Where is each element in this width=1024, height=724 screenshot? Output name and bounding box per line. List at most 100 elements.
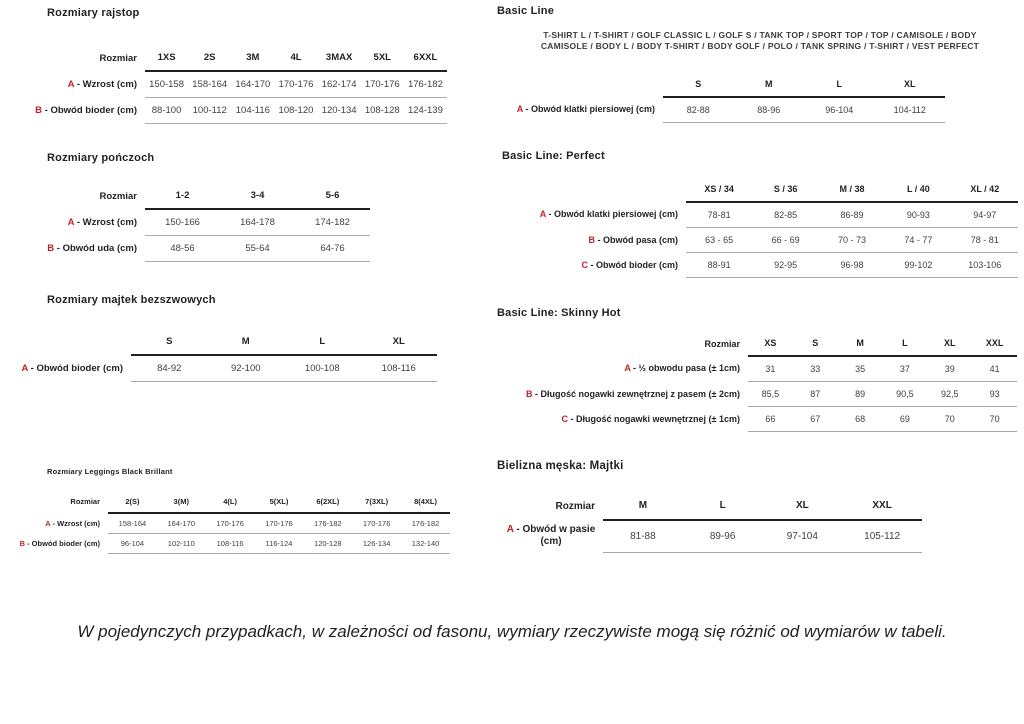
column-header: S / 36 [752,181,819,203]
size-value: 90,5 [882,381,928,407]
row-label: A - Obwód w pasie (cm) [506,524,596,548]
size-value: 39 [927,356,973,382]
table-corner-label [8,333,131,355]
size-value: 176-182 [403,71,447,98]
size-table: XS / 34 S / 36 M / 38 L / 40 XL / 42 A - Obwó… [518,181,1018,278]
size-value: 64-76 [295,235,370,262]
size-value: 164-178 [220,209,295,236]
row-label: A - Wzrost (cm) [67,78,137,90]
size-value: 105-112 [842,520,922,553]
row-letter: A [67,216,75,228]
column-header: S [131,333,208,356]
column-header: 1XS [145,49,189,72]
size-value: 55-64 [220,235,295,262]
column-header: M [733,76,804,98]
size-value: 120-134 [317,97,361,124]
column-header: XS [748,335,793,357]
size-table: Rozmiar M L XL XXL A - Obwód w pasie (cm) 81-8… [505,496,922,553]
size-value: 88-96 [733,97,804,123]
row-label: B - Obwód bioder (cm) [35,104,137,116]
size-value: 170-176 [360,71,404,98]
size-table: S M L XL A - Obwód bioder (cm) 84-92 92-100 100… [8,333,437,382]
row-letter: A [506,524,514,536]
size-value: 89-96 [682,520,763,553]
size-value: 92-100 [207,355,284,382]
size-value: 108-120 [274,97,318,124]
products-line-1: T-SHIRT L / T-SHIRT / GOLF CLASSIC L / G… [543,30,977,40]
heading-perfect: Basic Line: Perfect [502,150,605,162]
size-value: 63 - 65 [686,227,753,253]
size-value: 31 [748,356,793,382]
size-value: 33 [792,356,838,382]
row-letter: A [67,78,75,90]
size-value: 92-95 [752,252,819,278]
section-heading-ponczochy: Rozmiary pończoch [47,148,154,166]
heading-majtki-bezszwowe: Rozmiary majtek bezszwowych [47,294,216,306]
table-ponczochy: Rozmiar 1-2 3-4 5-6 A - Wzrost (cm) 150-166 16… [40,187,370,262]
table-corner-label [500,76,663,97]
size-table: Rozmiar 1-2 3-4 5-6 A - Wzrost (cm) 150-166 16… [40,187,370,262]
column-header: 4(L) [205,494,255,514]
column-header: 3MAX [317,49,361,72]
size-value: 103-106 [951,252,1018,278]
size-value: 164-170 [231,71,275,98]
table-corner-label: Rozmiar [99,52,137,64]
footer-disclaimer: W pojedynczych przypadkach, w zależności… [77,622,947,641]
row-label: A - Obwód klatki piersiowej (cm) [516,104,655,115]
size-value: 82-85 [752,202,819,228]
table-corner-label: Rozmiar [704,338,740,349]
table-skinny-hot: Rozmiar XS S M L XL XXL A - ½ obwodu pasa (± 1c… [495,335,1017,432]
heading-ponczochy: Rozmiary pończoch [47,152,155,164]
row-letter: A [21,362,28,374]
column-header: 5-6 [295,187,370,210]
size-value: 96-104 [804,97,875,123]
table-perfect: XS / 34 S / 36 M / 38 L / 40 XL / 42 A - Obwó… [518,181,1018,278]
row-letter: C [581,259,589,270]
row-label: C - Długość nogawki wewnętrznej (± 1cm) [561,413,740,424]
size-value: 86-89 [818,202,886,228]
size-table: Rozmiar 2(S) 3(M) 4(L) 5(XL) 6(2XL) 7(3XL) 8(4X… [18,494,450,554]
table-rajstop: Rozmiar 1XS 2S 3M 4L 3MAX 5XL 6XXL A - Wzrost (c… [22,49,447,124]
column-header: S [663,76,734,98]
table-corner-label: Rozmiar [555,500,595,512]
size-value: 170-176 [254,513,304,534]
size-value: 176-182 [401,513,450,534]
size-value: 102-110 [156,533,206,554]
size-value: 81-88 [603,520,683,553]
column-header: 3(M) [156,494,206,514]
row-letter: B [19,539,25,548]
size-value: 150-166 [145,209,220,236]
size-value: 164-170 [156,513,206,534]
size-value: 68 [837,406,883,432]
table-majtki-bezszwowe: S M L XL A - Obwód bioder (cm) 84-92 92-100 100… [8,333,437,382]
row-label: B - Długość nogawki zewnętrznej z pasem … [526,388,740,399]
column-header: L / 40 [885,181,952,203]
column-header: 3M [231,49,275,72]
size-value: 132-140 [401,533,450,554]
row-letter: B [526,388,533,399]
size-value: 70 - 73 [818,227,886,253]
section-heading-rajstop: Rozmiary rajstop [47,3,139,21]
size-value: 87 [792,381,838,407]
size-value: 88-91 [686,252,753,278]
column-header: XL [762,496,843,521]
column-header: S [792,335,838,357]
size-table: S M L XL A - Obwód klatki piersiowej (cm) 82-… [500,76,945,123]
size-value: 35 [837,356,883,382]
column-header: 2S [188,49,232,72]
size-value: 126-134 [352,533,402,554]
row-letter: A [539,209,546,220]
size-value: 162-174 [317,71,361,98]
size-value: 88-100 [145,97,189,124]
size-value: 150-158 [145,71,189,98]
size-value: 96-104 [108,533,157,554]
size-value: 99-102 [885,252,952,278]
size-value: 48-56 [145,235,220,262]
size-value: 108-116 [205,533,255,554]
column-header: 6(2XL) [303,494,353,514]
basic-line-products-list: T-SHIRT L / T-SHIRT / GOLF CLASSIC L / G… [500,30,1020,53]
row-letter: B [35,104,42,116]
row-letter: B [47,242,55,254]
section-heading-leggings: Rozmiary Leggings Black Brillant [47,461,173,479]
column-header: 7(3XL) [352,494,402,514]
